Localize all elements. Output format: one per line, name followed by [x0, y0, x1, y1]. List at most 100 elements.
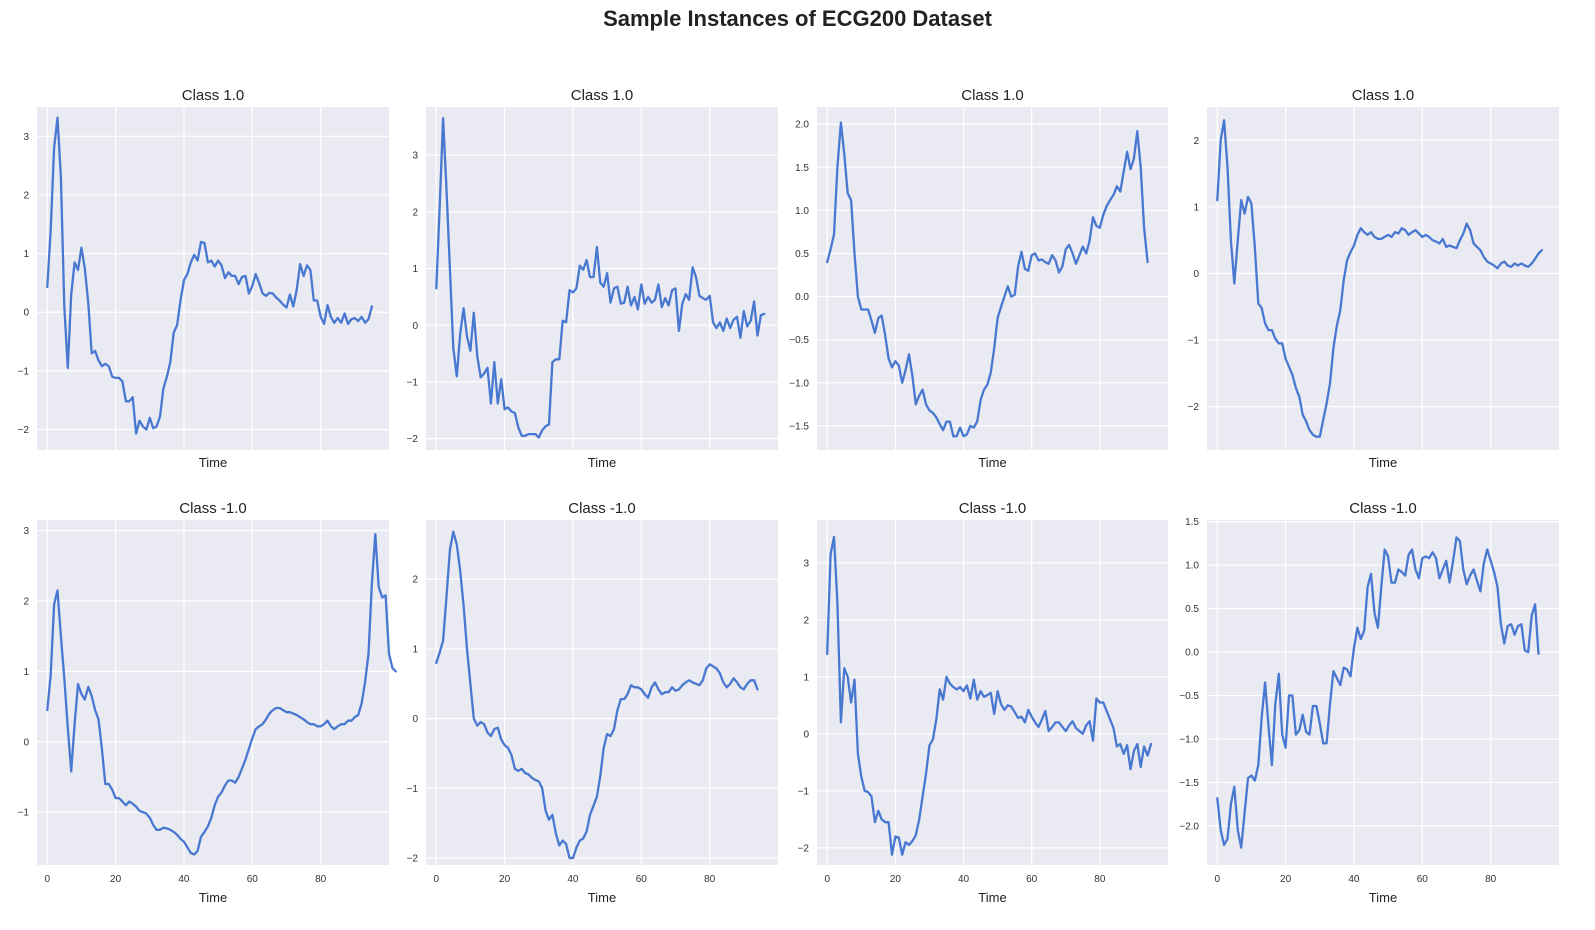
x-axis-label: Time [978, 890, 1006, 905]
plot-area [1207, 107, 1559, 450]
x-axis-label: Time [588, 890, 616, 905]
y-tick-label: −1 [407, 784, 419, 795]
y-tick-label: 1 [1193, 202, 1199, 213]
y-tick-label: 1.5 [1185, 517, 1199, 528]
ecg-series-line [435, 117, 766, 439]
y-tick-label: −1.5 [789, 421, 809, 432]
plot-area [426, 107, 778, 450]
subplot-title: Class 1.0 [182, 87, 245, 104]
y-tick-label: 0 [803, 729, 809, 740]
y-tick-label: 2 [23, 596, 29, 607]
y-tick-label: 3 [23, 526, 29, 537]
y-tick-label: 0 [412, 321, 418, 332]
y-tick-label: 1 [412, 644, 418, 655]
subplot-title: Class -1.0 [568, 500, 636, 517]
x-tick-label: 60 [247, 874, 259, 885]
x-axis-label: Time [199, 455, 227, 470]
subplot-title: Class 1.0 [1352, 87, 1415, 104]
ecg-series-line [46, 532, 397, 856]
x-tick-label: 60 [1026, 874, 1038, 885]
x-axis-label: Time [588, 455, 616, 470]
figure-suptitle: Sample Instances of ECG200 Dataset [603, 6, 992, 31]
y-tick-label: 1 [412, 264, 418, 275]
x-tick-label: 80 [1485, 874, 1497, 885]
subplot-7: −2 −1 0 1 2 3 0 20 40 60 80 Class -1.0 Time [798, 500, 1168, 905]
y-tick-label: −2 [407, 434, 419, 445]
x-tick-label: 20 [1280, 874, 1292, 885]
x-axis-label: Time [199, 890, 227, 905]
y-tick-label: 0 [23, 737, 29, 748]
y-tick-label: 0.0 [1185, 648, 1199, 659]
y-tick-label: 0 [23, 308, 29, 319]
subplot-3: −1.5 −1.0 −0.5 0.0 0.5 1.0 1.5 2.0 Class 1.0 Time [789, 87, 1168, 470]
subplot-title: Class 1.0 [571, 87, 634, 104]
y-tick-label: −2 [1188, 402, 1200, 413]
y-tick-label: 1 [23, 667, 29, 678]
ecg-series-line [1216, 536, 1540, 849]
y-tick-label: 0.0 [795, 292, 809, 303]
y-tick-label: 2 [1193, 136, 1199, 147]
subplot-4: −2 −1 0 1 2 Class 1.0 Time [1188, 87, 1559, 470]
subplot-title: Class -1.0 [179, 500, 247, 517]
subplot-title: Class -1.0 [1349, 500, 1417, 517]
y-tick-label: −1 [798, 786, 810, 797]
y-tick-label: −1 [18, 366, 30, 377]
y-tick-label: −0.5 [789, 335, 809, 346]
subplot-2: −2 −1 0 1 2 3 Class 1.0 Time [407, 87, 778, 470]
x-tick-label: 40 [178, 874, 190, 885]
subplot-title: Class -1.0 [959, 500, 1027, 517]
x-tick-label: 60 [1417, 874, 1429, 885]
y-tick-label: −2 [798, 843, 810, 854]
x-tick-label: 0 [433, 874, 439, 885]
x-axis-label: Time [978, 455, 1006, 470]
y-tick-label: 3 [23, 132, 29, 143]
subplot-title: Class 1.0 [961, 87, 1024, 104]
y-tick-label: 0.5 [795, 249, 809, 260]
y-tick-label: 2 [803, 615, 809, 626]
ecg-series-line [1216, 119, 1544, 438]
plot-area [817, 520, 1168, 865]
y-tick-label: 1.0 [1185, 561, 1199, 572]
y-tick-label: −1.0 [1179, 734, 1199, 745]
subplot-8: −2.0 −1.5 −1.0 −0.5 0.0 0.5 1.0 1.5 0 20 40 60 80 Cla… [1179, 500, 1559, 905]
y-tick-label: 2 [412, 207, 418, 218]
x-tick-label: 60 [636, 874, 648, 885]
x-tick-label: 40 [567, 874, 579, 885]
plot-area [426, 520, 778, 865]
ecg-series-line [826, 535, 1153, 856]
y-tick-label: 1 [23, 249, 29, 260]
x-axis-label: Time [1369, 455, 1397, 470]
x-tick-label: 40 [958, 874, 970, 885]
y-tick-label: −1.5 [1179, 778, 1199, 789]
y-tick-label: 1 [803, 672, 809, 683]
plot-area [817, 107, 1168, 450]
x-axis-label: Time [1369, 890, 1397, 905]
y-tick-label: 3 [412, 151, 418, 162]
y-tick-label: 0 [412, 714, 418, 725]
y-tick-label: −1.0 [789, 378, 809, 389]
x-tick-label: 80 [704, 874, 716, 885]
y-tick-label: 0.5 [1185, 604, 1199, 615]
y-tick-label: −1 [407, 377, 419, 388]
y-tick-label: −1 [1188, 336, 1200, 347]
x-tick-label: 20 [499, 874, 511, 885]
x-tick-label: 80 [1094, 874, 1106, 885]
y-tick-label: −0.5 [1179, 691, 1199, 702]
x-tick-label: 80 [315, 874, 327, 885]
y-tick-label: 0 [1193, 269, 1199, 280]
y-tick-label: 2.0 [795, 120, 809, 131]
y-tick-label: 1.5 [795, 163, 809, 174]
x-tick-label: 0 [1214, 874, 1220, 885]
y-tick-label: −2 [407, 854, 419, 865]
x-tick-label: 40 [1348, 874, 1360, 885]
ecg-series-line [46, 116, 374, 435]
x-tick-label: 0 [824, 874, 830, 885]
plot-area [37, 107, 389, 450]
y-tick-label: −2.0 [1179, 821, 1199, 832]
x-tick-label: 0 [44, 874, 50, 885]
y-tick-label: 3 [803, 558, 809, 569]
x-tick-label: 20 [890, 874, 902, 885]
y-tick-label: −2 [18, 425, 30, 436]
